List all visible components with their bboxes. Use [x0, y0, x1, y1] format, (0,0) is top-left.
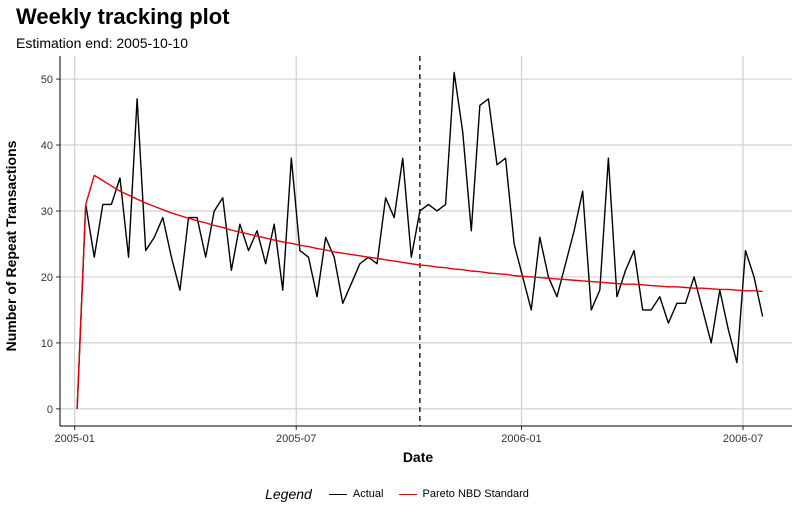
- legend: Legend Actual Pareto NBD Standard: [0, 486, 800, 502]
- y-tick-label: 20: [41, 272, 53, 284]
- y-tick-label: 30: [41, 206, 53, 218]
- x-tick-label: 2005-01: [55, 433, 95, 445]
- tick-labels: 0 10 20 30 40 50 2005-01 2005-07 2006-01 2006-07: [41, 74, 763, 445]
- series-line-pareto-nbd-standard: [76, 174, 763, 409]
- legend-key-pareto: [398, 493, 417, 495]
- y-tick-label: 50: [41, 74, 53, 86]
- chart-subtitle: Estimation end: 2005-10-10: [16, 35, 188, 51]
- y-tick-label: 0: [47, 404, 53, 416]
- legend-key-actual: [328, 493, 347, 495]
- legend-item-pareto: Pareto NBD Standard: [398, 488, 529, 500]
- legend-item-actual: Actual: [328, 488, 384, 500]
- legend-label-actual: Actual: [352, 488, 384, 500]
- legend-title: Legend: [265, 486, 312, 502]
- legend-label-pareto: Pareto NBD Standard: [422, 488, 529, 500]
- x-tick-label: 2006-07: [723, 433, 763, 445]
- x-tick-label: 2006-01: [501, 433, 541, 445]
- axes: [56, 56, 792, 430]
- y-axis-title: Number of Repeat Transactions: [3, 140, 19, 351]
- chart-title: Weekly tracking plot: [16, 4, 230, 29]
- y-tick-label: 10: [41, 338, 53, 350]
- x-tick-label: 2005-07: [276, 433, 316, 445]
- y-tick-label: 40: [41, 140, 53, 152]
- series-line-actual: [76, 71, 764, 409]
- grid-lines: [60, 56, 792, 426]
- x-axis-title: Date: [403, 449, 434, 465]
- series-lines: [76, 71, 764, 409]
